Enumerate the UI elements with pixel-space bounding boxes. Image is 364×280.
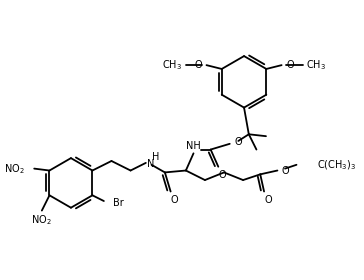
Text: Br: Br bbox=[114, 198, 124, 208]
Text: O: O bbox=[281, 165, 289, 176]
Text: O: O bbox=[218, 170, 226, 180]
Text: CH$_3$: CH$_3$ bbox=[306, 58, 327, 72]
Text: NO$_2$: NO$_2$ bbox=[4, 162, 25, 176]
Text: CH$_3$: CH$_3$ bbox=[162, 58, 182, 72]
Text: NO$_2$: NO$_2$ bbox=[31, 213, 51, 227]
Text: N: N bbox=[147, 159, 154, 169]
Text: O: O bbox=[286, 60, 294, 70]
Text: H: H bbox=[153, 152, 160, 162]
Text: O: O bbox=[194, 60, 202, 70]
Text: O: O bbox=[264, 195, 272, 205]
Text: O: O bbox=[234, 137, 242, 147]
Text: NH: NH bbox=[186, 141, 201, 151]
Text: C(CH$_3$)$_3$: C(CH$_3$)$_3$ bbox=[317, 158, 357, 172]
Text: O: O bbox=[171, 195, 178, 205]
